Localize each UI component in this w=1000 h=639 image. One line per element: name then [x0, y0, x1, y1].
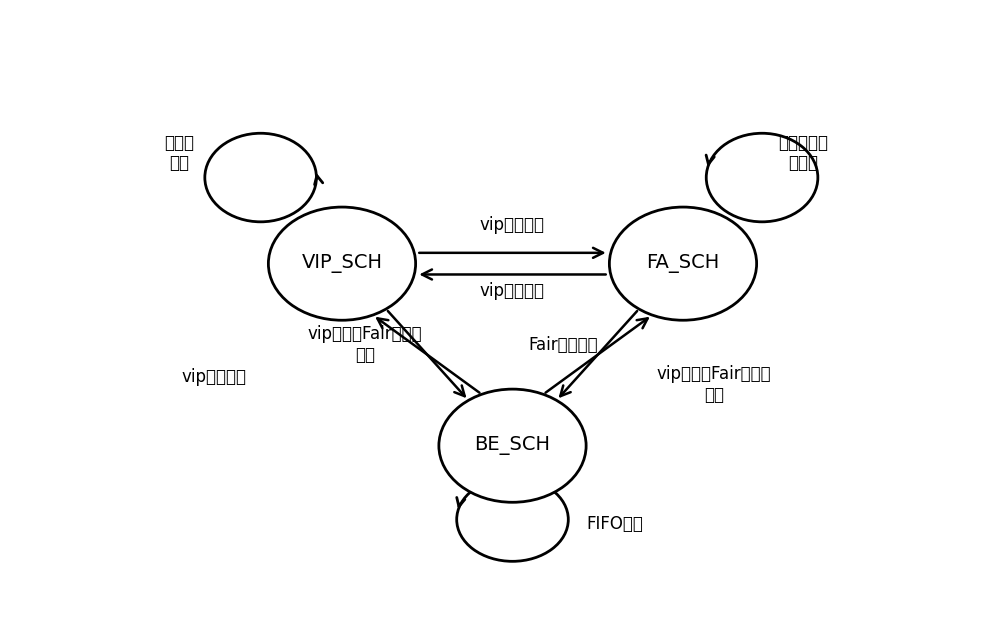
Text: vip数据到来: vip数据到来: [182, 368, 247, 386]
Text: vip数据到来: vip数据到来: [480, 282, 545, 300]
Text: vip队列为空: vip队列为空: [480, 216, 545, 234]
Text: vip队列、Fair队列均
为空: vip队列、Fair队列均 为空: [657, 365, 771, 404]
Text: VIP_SCH: VIP_SCH: [302, 254, 382, 273]
Text: 多级反馈轮
转调度: 多级反馈轮 转调度: [778, 134, 828, 173]
Text: BE_SCH: BE_SCH: [475, 436, 550, 455]
Text: 优先级
调度: 优先级 调度: [164, 134, 194, 173]
Text: FA_SCH: FA_SCH: [646, 254, 720, 273]
Ellipse shape: [439, 389, 586, 502]
Ellipse shape: [609, 207, 757, 320]
Ellipse shape: [268, 207, 416, 320]
Text: Fair数据到来: Fair数据到来: [528, 336, 598, 354]
Text: vip队列、Fair队列均
为空: vip队列、Fair队列均 为空: [308, 325, 423, 364]
Text: FIFO调度: FIFO调度: [586, 516, 643, 534]
